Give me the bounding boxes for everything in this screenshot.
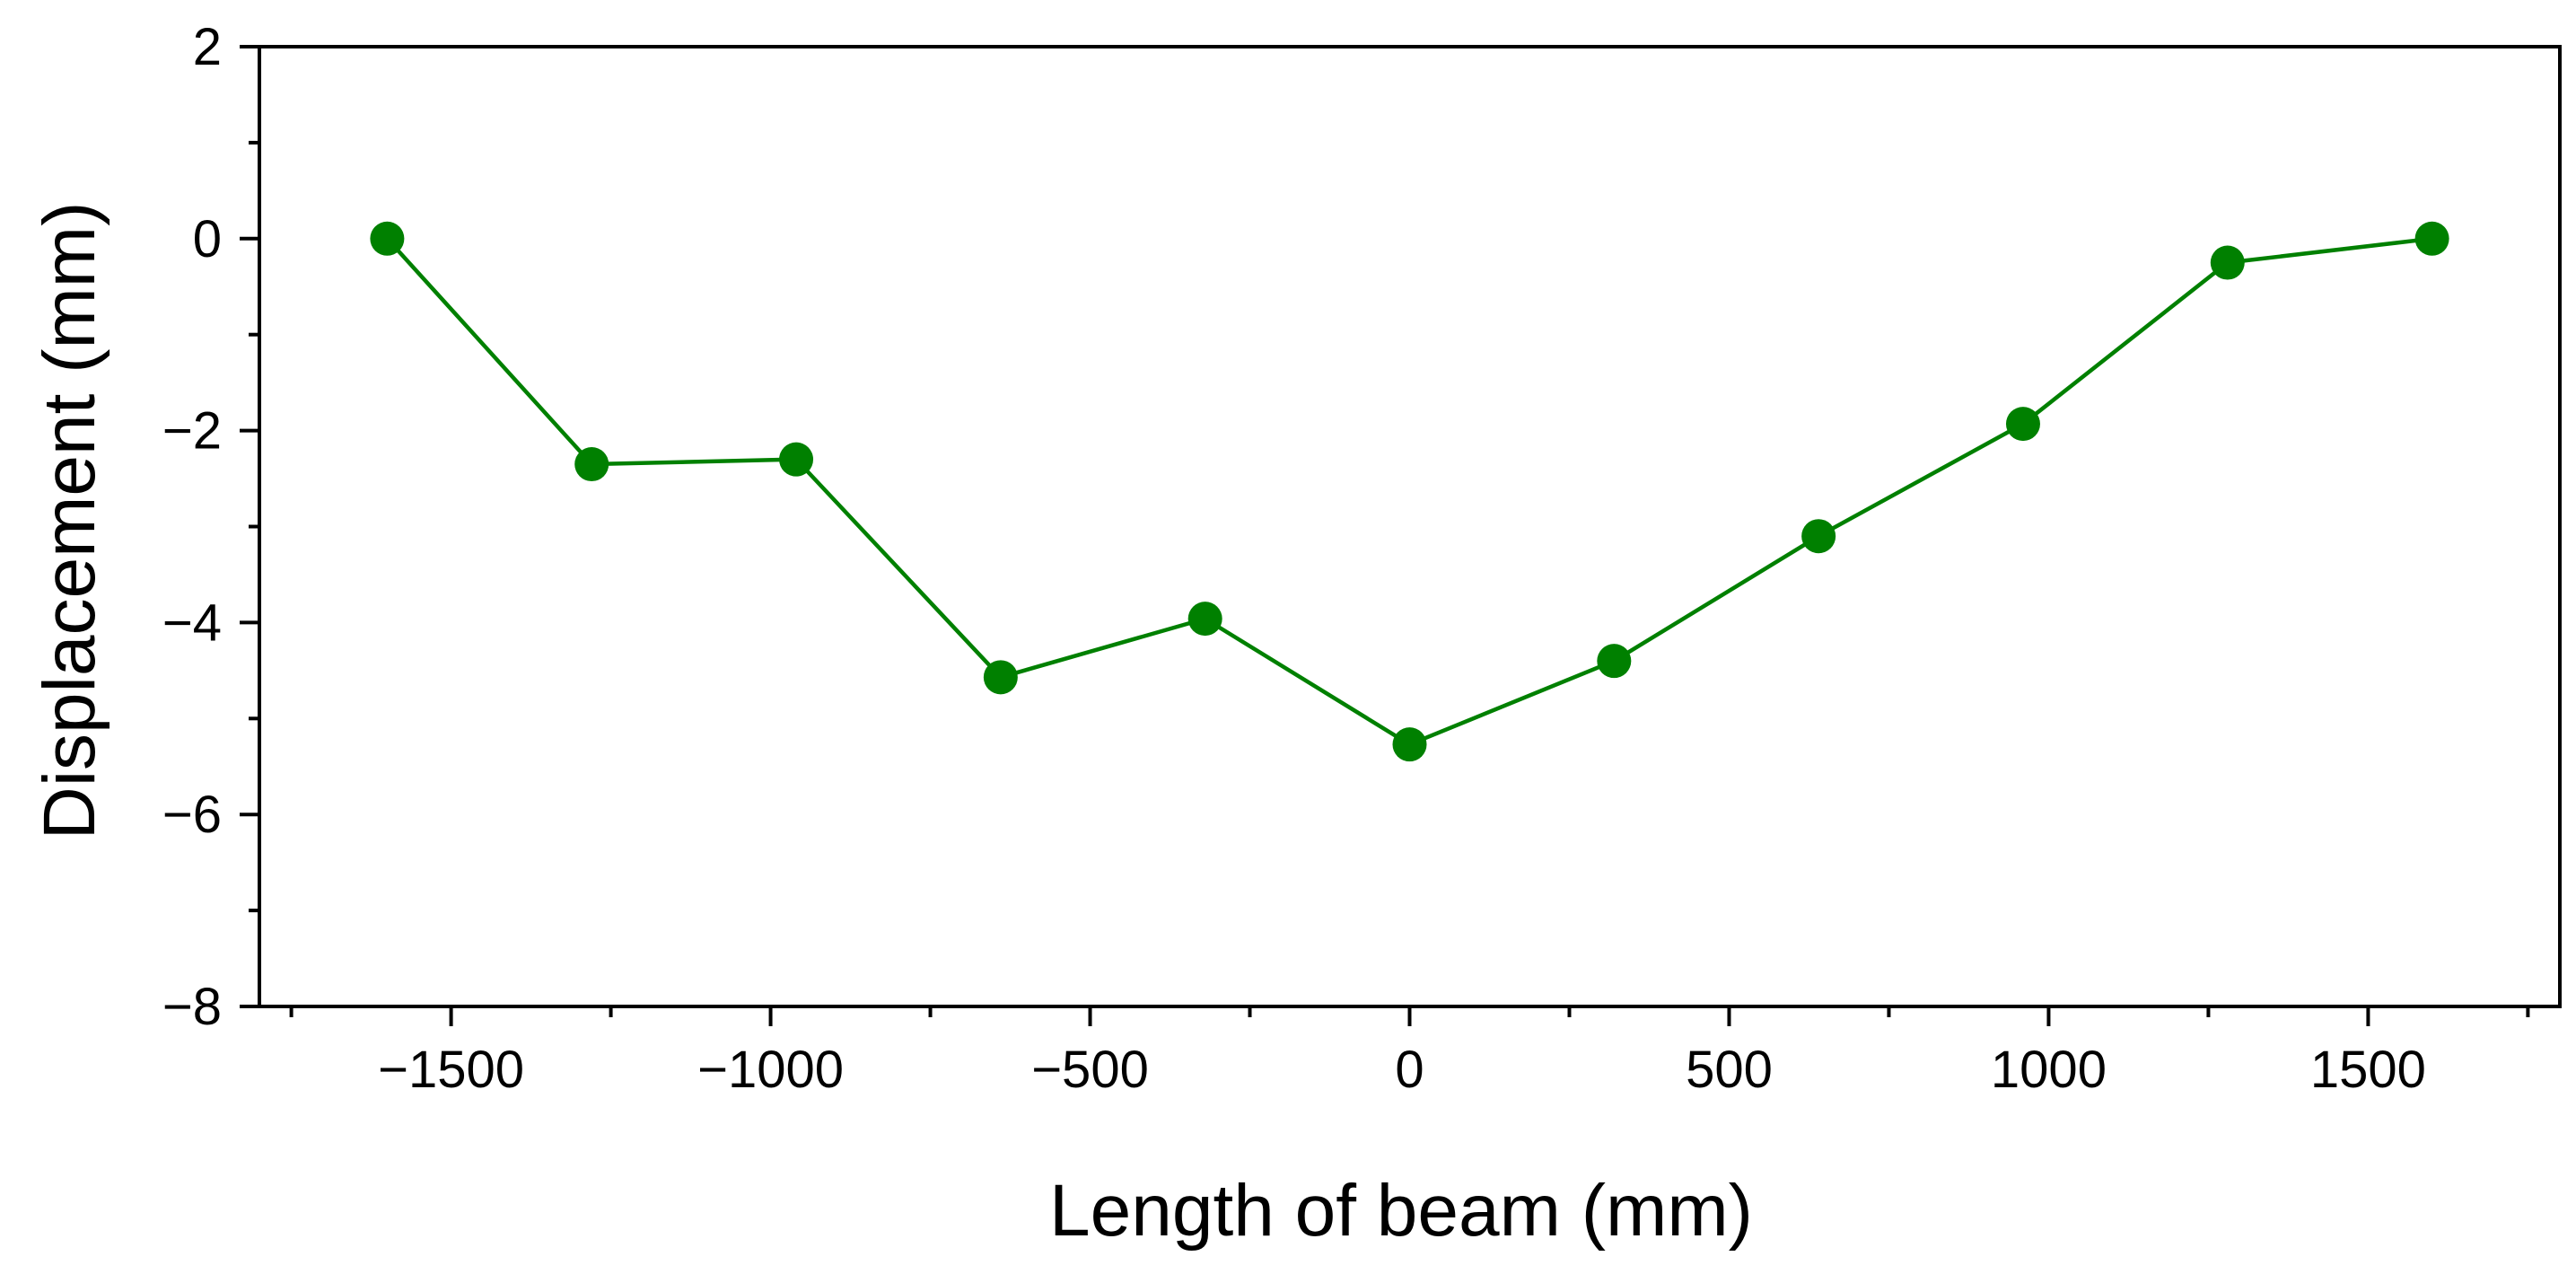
x-tick-label: 500 (1686, 1041, 1773, 1099)
x-tick-label: 0 (1395, 1041, 1424, 1099)
series-line (385, 236, 2432, 747)
data-point (1187, 602, 1222, 637)
y-tick-label: 2 (193, 18, 222, 76)
y-tick-label: −8 (162, 978, 222, 1036)
x-axis-title: Length of beam (mm) (1049, 1170, 1753, 1252)
x-tick-label: −1500 (378, 1041, 524, 1099)
x-tick-label: 1500 (2310, 1041, 2426, 1099)
y-tick-label: −2 (162, 402, 222, 461)
y-axis-title: Displacement (mm) (29, 202, 110, 840)
data-point (1392, 727, 1427, 762)
plot-frame (258, 45, 2562, 1008)
plot-marks (370, 221, 2449, 762)
data-point (574, 447, 609, 482)
x-tick-label: −500 (1031, 1041, 1149, 1099)
data-point (2210, 245, 2245, 280)
x-tick-label: 1000 (1991, 1041, 2107, 1099)
y-tick-label: −4 (162, 593, 222, 652)
data-point (2414, 221, 2449, 256)
data-point (1801, 519, 1836, 554)
x-tick-label: −1000 (697, 1041, 844, 1099)
data-point (779, 442, 814, 477)
y-tick-label: −6 (162, 786, 222, 844)
data-point (2005, 407, 2040, 442)
axes: −1500 −1000 −500 0 500 1000 1500 −8 −6 −4 −2 0 2 (162, 18, 2562, 1099)
y-tick-label: 0 (193, 210, 222, 268)
data-point (983, 660, 1018, 695)
data-point (1597, 644, 1632, 679)
data-point (370, 221, 405, 256)
